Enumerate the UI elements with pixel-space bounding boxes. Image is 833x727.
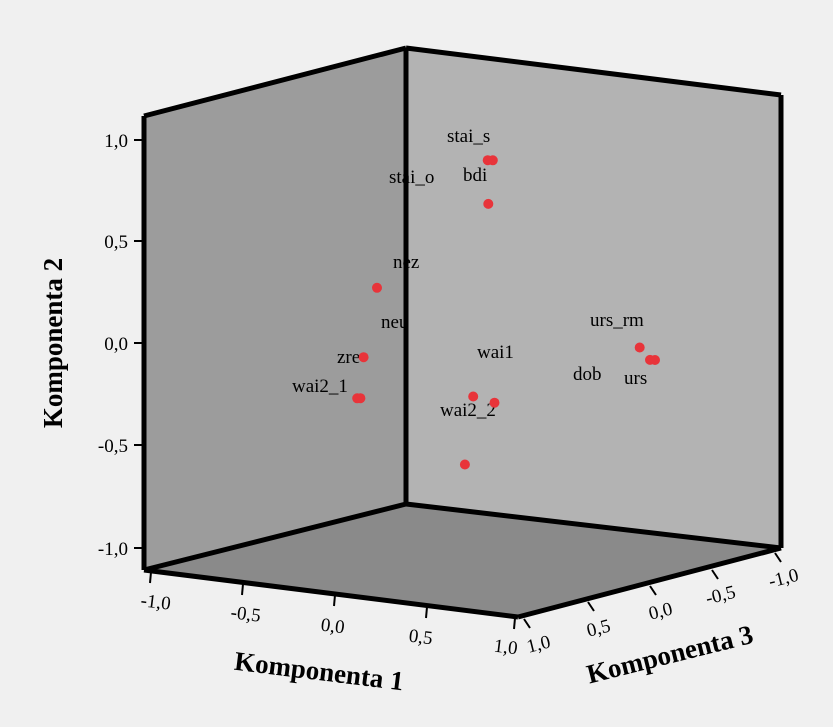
point-label: nez	[393, 252, 419, 273]
x-tick-mark	[333, 594, 336, 607]
z-tick-mark	[523, 618, 531, 629]
x-tick-label: -0,5	[229, 602, 261, 627]
y-tick-label: 0,5	[104, 232, 128, 253]
z-tick-label: -0,5	[704, 582, 738, 610]
point-label: wai1	[477, 342, 514, 363]
frame-edge	[143, 567, 519, 620]
point-labels: stai_s stai_o bdi nez neu zre wai2_1 wai…	[292, 126, 647, 421]
point-label: bdi	[463, 165, 487, 186]
point-label: neu	[381, 312, 409, 333]
frame-edge	[517, 545, 782, 620]
point-label: wai2_1	[292, 376, 348, 397]
y-tick-label: -0,5	[98, 436, 128, 457]
data-point-bdi	[483, 198, 494, 209]
frame-edge	[405, 501, 782, 551]
z-tick-label: -1,0	[767, 565, 801, 593]
x-tick-label: 0,0	[320, 615, 346, 639]
frame-edge	[405, 45, 782, 98]
data-point-wai1	[468, 391, 479, 402]
point-label: wai2_2	[440, 400, 496, 421]
z-tick-mark	[711, 569, 719, 580]
z-tick-mark	[587, 601, 595, 612]
data-point-urs	[650, 355, 660, 365]
data-point-wai1	[489, 397, 500, 408]
y-tick-label: 0,0	[104, 334, 128, 355]
point-label: urs_rm	[590, 310, 644, 331]
y-axis: 1,0 0,5 0,0 -0,5 -1,0 Komponenta 2	[38, 131, 144, 560]
x-axis-title: Komponenta 1	[233, 646, 406, 697]
z-tick-label: 1,0	[525, 632, 553, 658]
z-tick-label: 0,5	[585, 616, 613, 642]
point-label: zre	[337, 347, 360, 368]
x-tick-mark	[513, 617, 516, 630]
data-point-nez	[372, 282, 382, 293]
x-tick-label: 1,0	[493, 636, 519, 660]
x-tick-label: -1,0	[139, 590, 171, 615]
data-points	[352, 155, 660, 470]
point-label: stai_o	[389, 167, 434, 188]
point-label: stai_s	[447, 126, 490, 147]
z-tick-mark	[649, 585, 657, 596]
data-point-neu	[358, 352, 369, 363]
x-tick-mark	[241, 583, 244, 596]
back-wall	[406, 48, 781, 548]
frame-edge	[143, 501, 407, 573]
point-label: urs	[624, 368, 647, 389]
data-point-stai_o	[482, 155, 493, 166]
y-axis-title: Komponenta 2	[38, 258, 68, 428]
z-tick-mark	[774, 552, 782, 563]
left-wall	[144, 48, 406, 570]
frame-edge	[143, 45, 407, 119]
x-tick-label: 0,5	[408, 626, 434, 650]
data-point-urs_rm	[634, 342, 645, 353]
y-tick-label: 1,0	[104, 131, 128, 152]
data-point-wai2_1	[355, 393, 366, 404]
y-tick-label: -1,0	[98, 539, 128, 560]
point-label: dob	[573, 364, 602, 385]
x-tick-mark	[425, 606, 428, 619]
z-tick-label: 0,0	[647, 599, 675, 625]
x-tick-mark	[149, 571, 152, 584]
data-point-wai2_2	[459, 459, 470, 470]
